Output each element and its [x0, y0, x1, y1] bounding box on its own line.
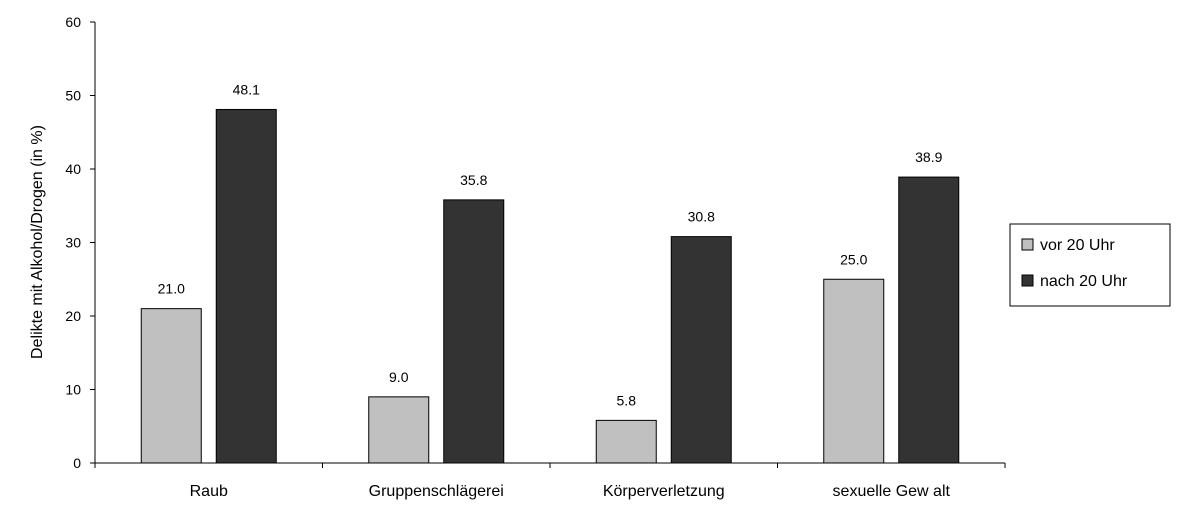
legend-swatch: [1021, 274, 1034, 287]
legend-swatch: [1021, 238, 1034, 251]
y-tick-label: 60: [65, 14, 81, 30]
y-tick-label: 40: [65, 161, 81, 177]
y-tick-label: 30: [65, 235, 81, 251]
legend-box: [1009, 223, 1171, 307]
data-label: 38.9: [915, 149, 942, 165]
y-tick-label: 10: [65, 382, 81, 398]
y-tick-label: 0: [73, 455, 81, 471]
category-label: Gruppenschlägerei: [369, 483, 504, 500]
legend-label: vor 20 Uhr: [1040, 237, 1115, 254]
bar: [443, 199, 505, 464]
y-tick-label: 50: [65, 88, 81, 104]
bar: [595, 419, 657, 464]
data-label: 21.0: [158, 281, 185, 297]
bar: [898, 176, 960, 464]
data-label: 30.8: [688, 209, 715, 225]
category-label: Körperverletzung: [603, 483, 725, 500]
data-label: 35.8: [460, 172, 487, 188]
y-tick-label: 20: [65, 308, 81, 324]
legend: vor 20 Uhr nach 20 Uhr: [1009, 223, 1171, 307]
plot-area: 0 10 20 30 40 50 60 21.0 48.1 Raub 9.0 35.8 Gruppens…: [65, 14, 1006, 500]
data-label: 48.1: [233, 81, 260, 97]
bar: [368, 396, 430, 464]
category-label: Raub: [190, 483, 228, 500]
data-label: 25.0: [840, 251, 867, 267]
data-label: 5.8: [617, 392, 637, 408]
data-label: 9.0: [389, 369, 409, 385]
legend-label: nach 20 Uhr: [1040, 273, 1128, 290]
bar: [140, 308, 202, 464]
category-label: sexuelle Gew alt: [833, 483, 951, 500]
y-axis-title: Delikte mit Alkohol/Drogen (in %): [29, 125, 46, 359]
bar: [215, 108, 277, 464]
bar: [670, 236, 732, 464]
bar: [823, 278, 885, 464]
